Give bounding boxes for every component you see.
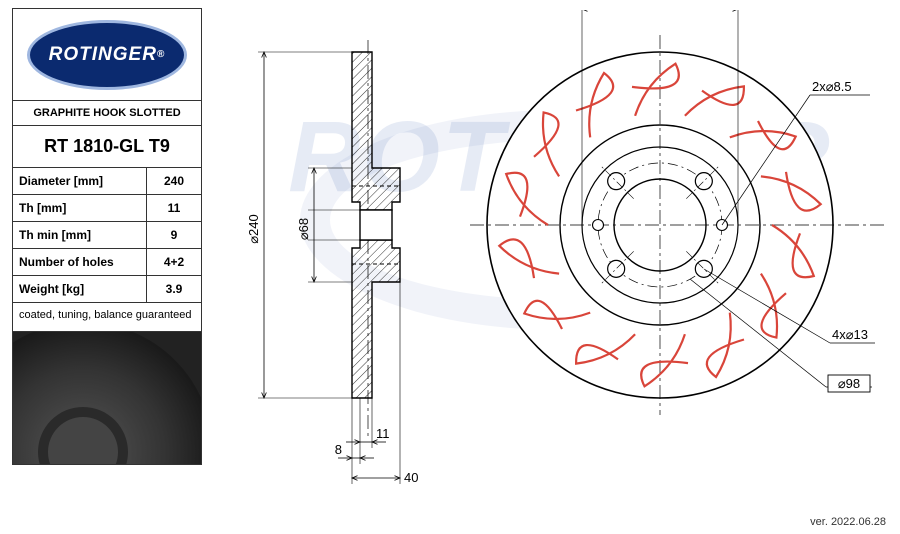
brand-logo: ROTINGER® bbox=[27, 20, 187, 90]
product-photo bbox=[13, 332, 201, 464]
spec-row: Diameter [mm] 240 bbox=[13, 168, 201, 195]
spec-label: Th min [mm] bbox=[13, 222, 147, 248]
brand-text: ROTINGER bbox=[49, 44, 157, 66]
dim-small-hole: 2x⌀8.5 bbox=[812, 79, 852, 94]
spec-panel: ROTINGER® GRAPHITE HOOK SLOTTED RT 1810-… bbox=[12, 8, 202, 465]
spec-row: Number of holes 4+2 bbox=[13, 249, 201, 276]
spec-value: 4+2 bbox=[147, 249, 201, 275]
technical-drawing: ⌀240 ⌀68 11 8 40 bbox=[220, 10, 890, 505]
spec-label: Th [mm] bbox=[13, 195, 147, 221]
spec-label: Diameter [mm] bbox=[13, 168, 147, 194]
spec-row: Th [mm] 11 bbox=[13, 195, 201, 222]
dim-bolt-circle: ⌀98 bbox=[838, 376, 860, 391]
spec-row: Weight [kg] 3.9 bbox=[13, 276, 201, 303]
part-number: RT 1810-GL T9 bbox=[13, 126, 201, 168]
spec-label: Number of holes bbox=[13, 249, 147, 275]
dim-hub-diameter: ⌀68 bbox=[296, 218, 311, 240]
product-subtitle: GRAPHITE HOOK SLOTTED bbox=[13, 101, 201, 126]
front-view: ⌀117 2x⌀8.5 4x⌀13 ⌀98 bbox=[470, 10, 885, 415]
spec-label: Weight [kg] bbox=[13, 276, 147, 302]
notes: coated, tuning, balance guaranteed bbox=[13, 303, 201, 332]
dim-thickness: 11 bbox=[376, 426, 390, 441]
spec-value: 9 bbox=[147, 222, 201, 248]
registered-mark: ® bbox=[157, 49, 165, 60]
dim-bolt-hole: 4x⌀13 bbox=[832, 327, 868, 342]
spec-row: Th min [mm] 9 bbox=[13, 222, 201, 249]
dim-outer-diameter: ⌀240 bbox=[246, 214, 261, 244]
dim-total-depth: 40 bbox=[404, 470, 418, 485]
spec-value: 240 bbox=[147, 168, 201, 194]
spec-value: 11 bbox=[147, 195, 201, 221]
version-label: ver. 2022.06.28 bbox=[810, 516, 886, 528]
logo-cell: ROTINGER® bbox=[13, 9, 201, 101]
dim-offset: 8 bbox=[335, 442, 342, 457]
spec-value: 3.9 bbox=[147, 276, 201, 302]
side-view: ⌀240 ⌀68 11 8 40 bbox=[246, 40, 418, 485]
